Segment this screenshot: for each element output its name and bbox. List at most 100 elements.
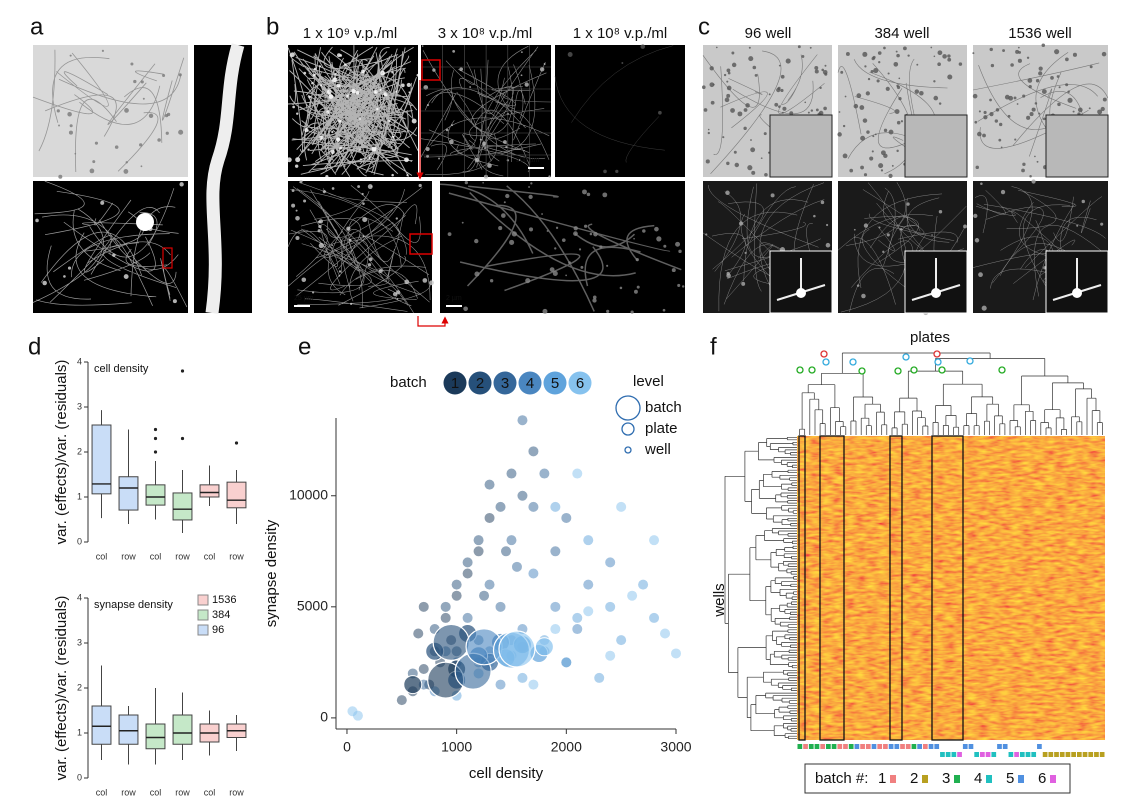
texture: [730, 108, 735, 113]
texture: [933, 55, 936, 58]
x-tick-label: col: [204, 551, 216, 561]
texture: [303, 199, 307, 203]
texture: [292, 105, 295, 109]
texture: [701, 85, 706, 90]
node-marker: [966, 357, 974, 365]
texture: [548, 175, 551, 178]
texture: [677, 283, 681, 287]
texture: [1029, 175, 1032, 178]
scale-bar-label: 200 µm: [516, 157, 540, 164]
texture: [505, 146, 508, 149]
well-point: [649, 612, 660, 623]
texture: [797, 45, 801, 49]
texture: [709, 66, 714, 71]
texture: [796, 288, 806, 298]
box: [118, 476, 139, 511]
texture: [1089, 65, 1093, 69]
texture: [1100, 106, 1105, 112]
texture: [1022, 94, 1026, 98]
texture: [734, 162, 740, 168]
texture: [463, 306, 468, 312]
dendrogram: [799, 352, 1103, 435]
plate-batch: [848, 744, 854, 749]
texture: [866, 130, 870, 134]
legend-swatch: [518, 371, 542, 395]
legend-label: well: [644, 441, 671, 458]
texture: [489, 279, 494, 283]
texture: [482, 181, 484, 184]
plate-batch: [928, 744, 934, 749]
texture: [743, 108, 748, 112]
well-point: [418, 664, 429, 675]
plate-batch: [911, 744, 917, 749]
condition-label: 384 well: [874, 25, 929, 42]
texture: [678, 249, 682, 254]
texture: [503, 201, 506, 204]
node-marker: [808, 366, 816, 374]
texture: [893, 61, 899, 67]
texture: [325, 175, 329, 179]
outlier: [180, 436, 185, 441]
texture: [878, 61, 881, 64]
texture: [754, 73, 758, 77]
texture: [140, 80, 144, 84]
roi: [162, 247, 173, 269]
texture: [844, 95, 847, 98]
x-tick-label: row: [175, 787, 190, 797]
texture: [726, 80, 729, 83]
texture: [723, 73, 727, 77]
texture: [573, 231, 578, 236]
plate-batch: [1048, 752, 1054, 757]
chart-title: synapse density: [94, 599, 173, 611]
y-tick-label: 1: [77, 491, 82, 501]
texture: [733, 150, 737, 154]
axis-title: wells: [711, 583, 728, 617]
texture: [737, 111, 743, 117]
texture: [479, 138, 482, 141]
texture: [822, 69, 828, 75]
texture: [592, 295, 597, 300]
texture: [1041, 89, 1047, 94]
well-point: [451, 590, 462, 601]
well-point: [484, 479, 495, 490]
plate-batch: [871, 744, 877, 749]
texture: [864, 65, 867, 68]
texture: [1050, 76, 1054, 80]
well-point: [550, 501, 561, 512]
plate-batch: [957, 752, 962, 757]
texture: [636, 285, 640, 289]
plate-batch: [1065, 752, 1071, 757]
texture: [726, 93, 731, 98]
texture: [942, 54, 947, 59]
panel-letter: f: [710, 333, 717, 360]
texture: [313, 67, 317, 71]
texture: [895, 50, 898, 53]
node-marker: [938, 366, 946, 374]
texture: [317, 229, 321, 233]
texture: [867, 77, 871, 81]
arrow: [417, 316, 449, 327]
texture: [896, 53, 900, 58]
texture: [565, 274, 568, 277]
texture: [1026, 56, 1030, 59]
texture: [877, 51, 882, 55]
batch-point: [498, 630, 536, 668]
texture: [770, 193, 775, 198]
texture: [1017, 58, 1022, 63]
texture: [938, 210, 943, 214]
node-marker: [902, 353, 910, 361]
texture: [774, 102, 779, 107]
well-point: [517, 672, 528, 683]
texture: [899, 227, 903, 231]
texture: [662, 308, 666, 312]
texture: [821, 68, 825, 72]
plate-batch: [974, 752, 980, 757]
legend-swatch: [468, 371, 492, 395]
texture: [933, 80, 936, 83]
texture: [727, 71, 731, 75]
plate-batch: [1094, 752, 1099, 757]
texture: [712, 83, 715, 86]
texture: [503, 140, 507, 144]
well-point: [627, 590, 638, 601]
texture: [1007, 114, 1011, 118]
